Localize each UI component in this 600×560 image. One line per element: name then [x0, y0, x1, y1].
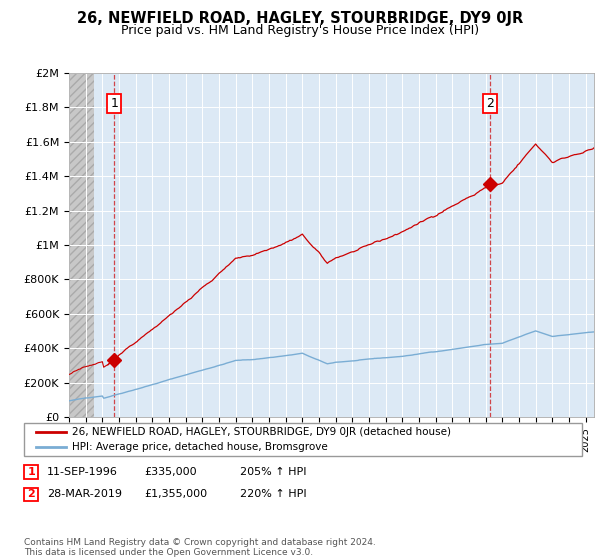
Text: HPI: Average price, detached house, Bromsgrove: HPI: Average price, detached house, Brom…: [72, 442, 328, 452]
Text: 220% ↑ HPI: 220% ↑ HPI: [240, 489, 307, 499]
Text: 2: 2: [28, 489, 35, 499]
Text: 28-MAR-2019: 28-MAR-2019: [47, 489, 122, 499]
Text: 205% ↑ HPI: 205% ↑ HPI: [240, 466, 307, 477]
Bar: [69, 73, 94, 417]
Text: 1: 1: [28, 466, 35, 477]
Text: Price paid vs. HM Land Registry's House Price Index (HPI): Price paid vs. HM Land Registry's House …: [121, 24, 479, 36]
Text: £1,355,000: £1,355,000: [144, 489, 207, 499]
Text: 11-SEP-1996: 11-SEP-1996: [47, 466, 118, 477]
Text: £335,000: £335,000: [144, 466, 197, 477]
Text: 1: 1: [110, 97, 118, 110]
Text: Contains HM Land Registry data © Crown copyright and database right 2024.
This d: Contains HM Land Registry data © Crown c…: [24, 538, 376, 557]
Text: 26, NEWFIELD ROAD, HAGLEY, STOURBRIDGE, DY9 0JR: 26, NEWFIELD ROAD, HAGLEY, STOURBRIDGE, …: [77, 11, 523, 26]
Text: 2: 2: [486, 97, 494, 110]
Text: 26, NEWFIELD ROAD, HAGLEY, STOURBRIDGE, DY9 0JR (detached house): 26, NEWFIELD ROAD, HAGLEY, STOURBRIDGE, …: [72, 427, 451, 437]
